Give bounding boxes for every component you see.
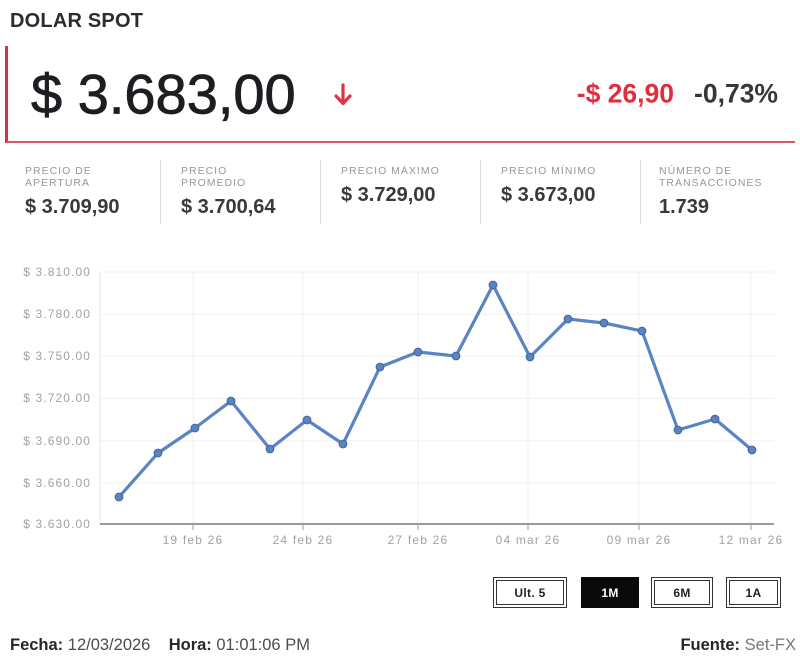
svg-text:$ 3.660.00: $ 3.660.00 [23,476,91,490]
svg-text:$ 3.780.00: $ 3.780.00 [23,307,91,321]
svg-text:09 mar 26: 09 mar 26 [607,533,672,547]
svg-text:12 mar 26: 12 mar 26 [719,533,784,547]
svg-text:04 mar 26: 04 mar 26 [496,533,561,547]
svg-text:24 feb 26: 24 feb 26 [273,533,334,547]
svg-text:27 feb 26: 27 feb 26 [388,533,449,547]
svg-text:$ 3.720.00: $ 3.720.00 [23,391,91,405]
svg-text:19 feb 26: 19 feb 26 [163,533,224,547]
svg-text:$ 3.690.00: $ 3.690.00 [23,434,91,448]
svg-text:$ 3.750.00: $ 3.750.00 [23,349,91,363]
svg-text:$ 3.630.00: $ 3.630.00 [23,517,91,531]
svg-text:$ 3.810.00: $ 3.810.00 [23,265,91,279]
